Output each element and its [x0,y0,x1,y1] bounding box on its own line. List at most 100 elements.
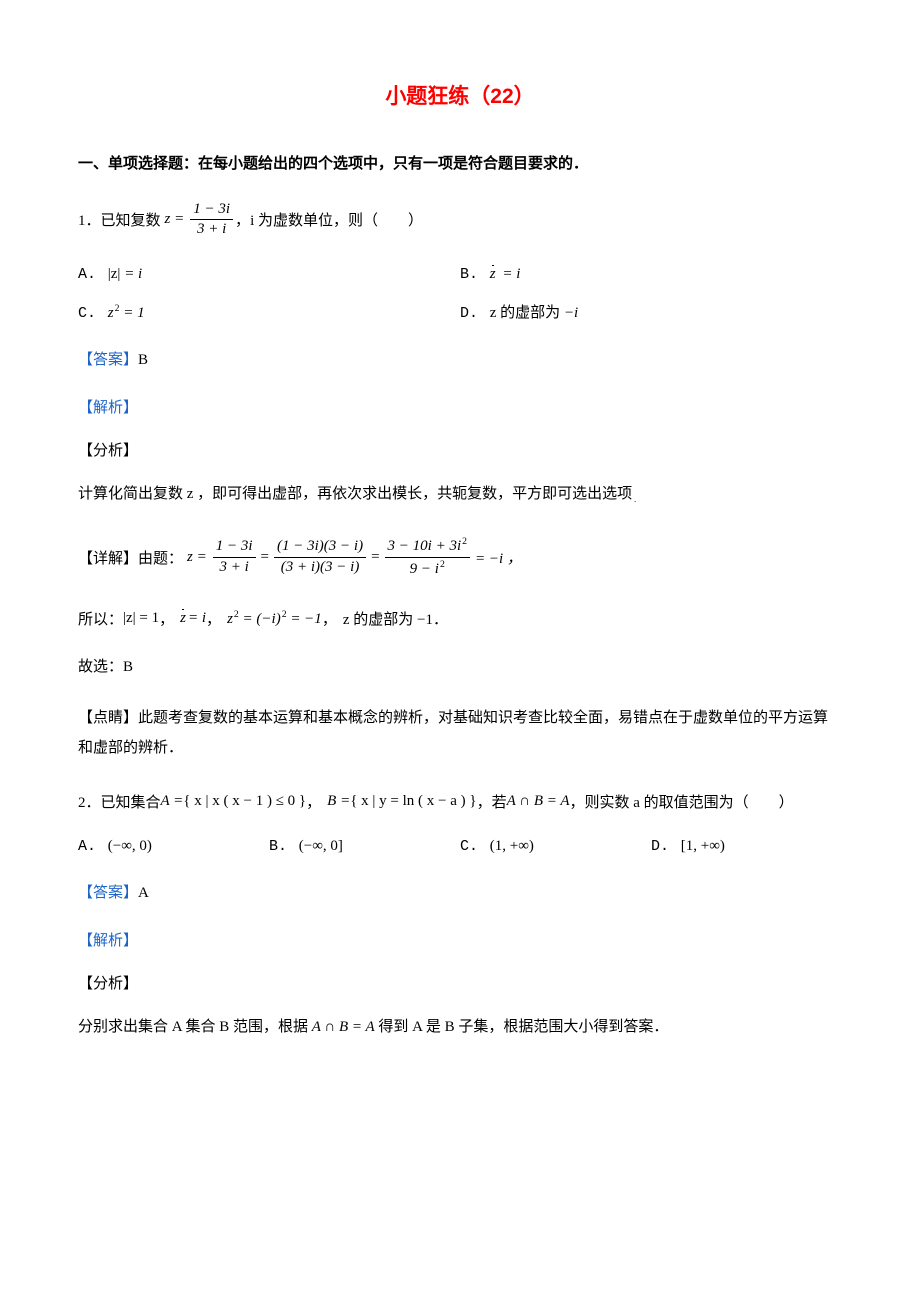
so-bar-rhs: = i [188,610,206,627]
q2-answer: 【答案】A [78,881,842,905]
opt-d-tail: −i [564,305,578,321]
q2-B-body: { x | y = ln ( x − a ) } [350,793,476,810]
opt-b-label: B. [460,266,478,283]
q2-analysis-label: 【解析】 [78,929,842,950]
q2-sep3: ，则实数 a 的取值范围为（ ） [570,791,794,812]
q1-option-b: B. z = i [460,265,842,283]
q1-stem-pre: 已知复数 [101,209,161,230]
q1-dianjing: 【点睛】此题考查复数的基本运算和基本概念的辨析，对基础知识考查比较全面，易错点在… [78,703,842,763]
so-sep3: ， [322,608,337,629]
opt-d-label: D. [460,305,478,322]
q1-number: 1． [78,209,101,230]
q1-stem: 1． 已知复数 z = 1 − 3i 3 + i ， i 为虚数单位，则（ ） [78,201,842,239]
f3-num-sup: 2 [462,536,467,547]
dianjing-label: 【点睛】 [78,710,138,726]
q2-answer-label: 【答案】 [78,885,138,901]
q2-option-b: B. (−∞, 0] [269,838,460,855]
q2-answer-value: A [138,885,149,901]
q1-options-row-2: C. z2 = 1 D. z 的虚部为 −i [78,301,842,322]
q1-stem-post: i 为虚数单位，则（ ） [250,209,423,230]
so-z2: z2 = (−i)2 = −1 [227,609,322,628]
q1-option-c: C. z2 = 1 [78,303,460,322]
q2-pre: 已知集合 [101,791,161,812]
q1-fenxi-body: 计算化简出复数 z ，即可得出虚部，再依次求出模长，共轭复数，平方即可选出选项 [78,486,632,502]
so-bar-z: z [180,609,186,627]
q1-detail-f1: 1 − 3i 3 + i [213,538,256,576]
q2-A-lhs: A = [161,793,184,810]
so-z2-sup: 2 [234,609,239,620]
q1-so: 所以： |z| = 1 ， z = i ， z2 = (−i)2 = −1 ， … [78,608,842,629]
q2-fenxi-text: 分别求出集合 A 集合 B 范围，根据 A ∩ B = A 得到 A 是 B 子… [78,1015,842,1039]
opt-c-label: C. [78,305,96,322]
q2-number: 2． [78,791,101,812]
so-z2-mid: = (−i) [243,611,281,627]
q1-z-eq: z = [165,211,185,228]
q1-fraction: 1 − 3i 3 + i [190,201,233,239]
q2-opt-c-label: C. [460,838,478,855]
f3-den-sup: 2 [440,559,445,570]
q1-analysis-label: 【解析】 [78,396,842,417]
q2-opt-c-val: (1, +∞) [490,838,534,854]
so-pre: 所以： [78,608,123,629]
section-heading: 一、单项选择题：在每小题给出的四个选项中，只有一项是符合题目要求的． [78,152,842,173]
q2-opt-d-val: [1, +∞) [681,838,725,854]
f2-num: (1 − 3i)(3 − i) [274,538,366,557]
eq1: = [261,549,269,566]
opt-d-pre: z 的虚部为 [490,305,560,321]
dianjing-text: 此题考查复数的基本运算和基本概念的辨析，对基础知识考查比较全面，易错点在于虚数单… [78,710,828,756]
trailing-dot: . [634,495,636,504]
answer-label: 【答案】 [78,352,138,368]
q2-sep1: ， [306,791,321,812]
q1-detail-f2: (1 − 3i)(3 − i) (3 + i)(3 − i) [274,538,366,576]
opt-a-lhs: |z| [108,266,121,282]
q2-stem: 2． 已知集合 A = { x | x ( x − 1 ) ≤ 0 } ， B … [78,791,842,812]
f1-num: 1 − 3i [213,538,256,557]
q1-answer: 【答案】B [78,348,842,372]
q1-fenxi-text: 计算化简出复数 z ，即可得出虚部，再依次求出模长，共轭复数，平方即可选出选项. [78,482,842,507]
q2-fenxi-cond: A ∩ B = A [312,1019,375,1035]
opt-b-rhs: = i [502,266,520,282]
f3-den-base: 9 − i [410,561,439,577]
q1-detail: 【详解】由题： z = 1 − 3i 3 + i = (1 − 3i)(3 − … [78,536,842,578]
f1-den: 3 + i [216,558,251,576]
so-tail: z 的虚部为 −1． [343,608,448,629]
q1-detail-z: z = [187,549,207,566]
opt-c-sup: 2 [115,303,120,314]
q2-opt-b-val: (−∞, 0] [299,838,343,854]
answer-value: B [138,352,148,368]
q1-option-d: D. z 的虚部为 −i [460,301,842,322]
q1-therefore: 故选：B [78,655,842,679]
q2-A-body: { x | x ( x − 1 ) ≤ 0 } [183,793,306,810]
q2-B-lhs: B = [327,793,350,810]
q2-opt-a-label: A. [78,838,96,855]
opt-a-label: A. [78,266,96,283]
eq2: = [371,549,379,566]
q2-fenxi-post: 得到 A 是 B 子集，根据范围大小得到答案． [378,1019,668,1035]
so-z2-rhs: = −1 [290,611,322,627]
q2-fenxi-label: 【分析】 [78,972,842,993]
q1-frac-num: 1 − 3i [190,201,233,220]
q2-opt-b-label: B. [269,838,287,855]
page-title: 小题狂练（22） [78,80,842,110]
q2-fenxi-pre: 分别求出集合 A 集合 B 范围，根据 [78,1019,312,1035]
q2-options-row: A. (−∞, 0) B. (−∞, 0] C. (1, +∞) D. [1, … [78,838,842,855]
q2-opt-a-val: (−∞, 0) [108,838,152,854]
q1-frac-den: 3 + i [194,220,229,238]
q1-fenxi-label: 【分析】 [78,439,842,460]
so-z2-sup2: 2 [282,609,287,620]
q1-detail-f3: 3 − 10i + 3i2 9 − i2 [385,536,470,578]
q1-option-a: A. |z| = i [78,266,460,283]
q2-option-c: C. (1, +∞) [460,838,651,855]
q2-cond: A ∩ B = A [507,793,570,810]
so-abs: |z| = 1 [123,610,159,627]
q1-detail-tail: = −i ， [475,547,522,568]
q2-sep2: ，若 [477,791,507,812]
so-sep2: ， [206,608,221,629]
q1-detail-label: 【详解】由题： [78,547,183,568]
so-sep1: ， [159,608,174,629]
f3-den: 9 − i2 [407,558,448,578]
opt-a-rhs: = i [124,266,142,282]
q1-options-row-1: A. |z| = i B. z = i [78,265,842,283]
q1-sep: ， [235,209,250,230]
so-z2-lhs: z [227,611,233,627]
